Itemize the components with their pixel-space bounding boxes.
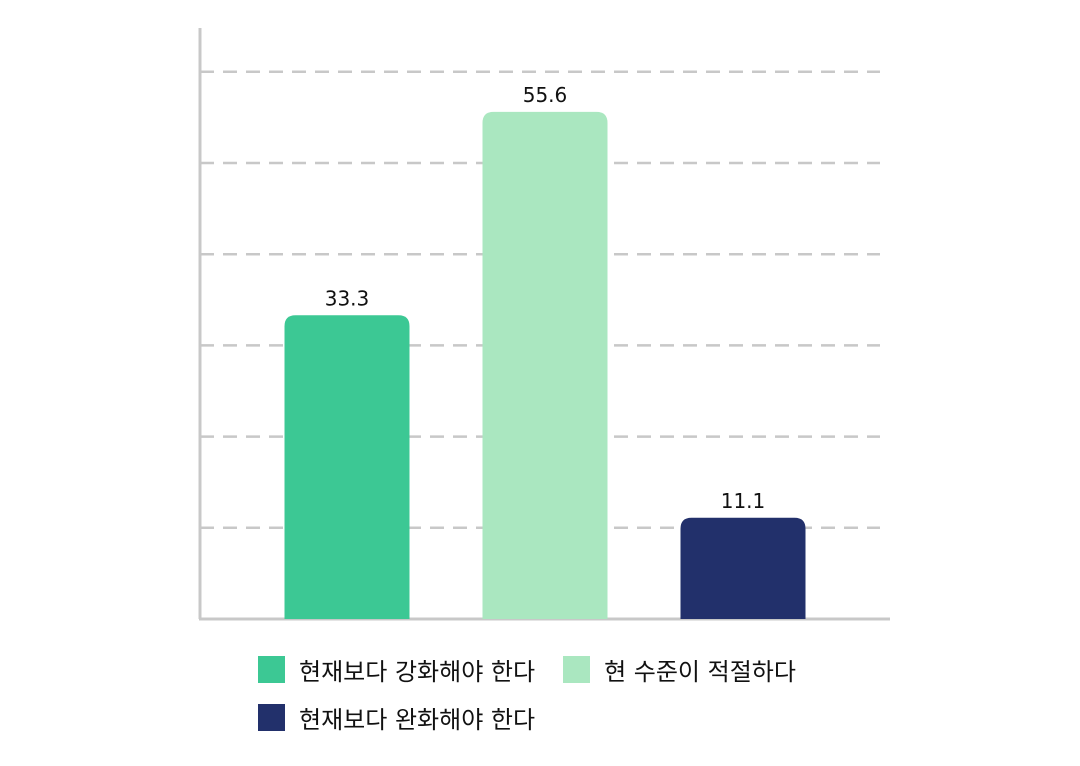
legend-item-strengthen: 현재보다 강화해야 한다 <box>258 652 535 687</box>
legend-item-relax: 현재보다 완화해야 한다 <box>258 700 535 735</box>
legend-row: 현재보다 강화해야 한다 현 수준이 적절하다 <box>258 652 878 686</box>
legend-row: 현재보다 완화해야 한다 <box>258 700 878 734</box>
legend-label-strengthen: 현재보다 강화해야 한다 <box>299 657 536 686</box>
data-label: 33.3 <box>325 286 370 310</box>
data-label: 11.1 <box>721 489 766 513</box>
data-labels: 33.3 55.6 11.1 <box>325 83 766 513</box>
legend: 현재보다 강화해야 한다 현 수준이 적절하다 현재보다 완화해야 한다 <box>258 652 878 748</box>
bar <box>482 111 608 619</box>
legend-swatch-relax <box>258 703 285 731</box>
bar-chart: 33.3 55.6 11.1 <box>198 28 890 621</box>
bars <box>284 111 806 619</box>
legend-swatch-appropriate <box>563 655 591 683</box>
bar <box>284 315 410 619</box>
legend-item-appropriate: 현 수준이 적절하다 <box>563 652 796 687</box>
bar <box>680 517 806 619</box>
legend-label-relax: 현재보다 완화해야 한다 <box>299 705 536 734</box>
legend-swatch-strengthen <box>258 655 285 683</box>
data-label: 55.6 <box>523 83 568 107</box>
legend-label-appropriate: 현 수준이 적절하다 <box>604 657 796 686</box>
